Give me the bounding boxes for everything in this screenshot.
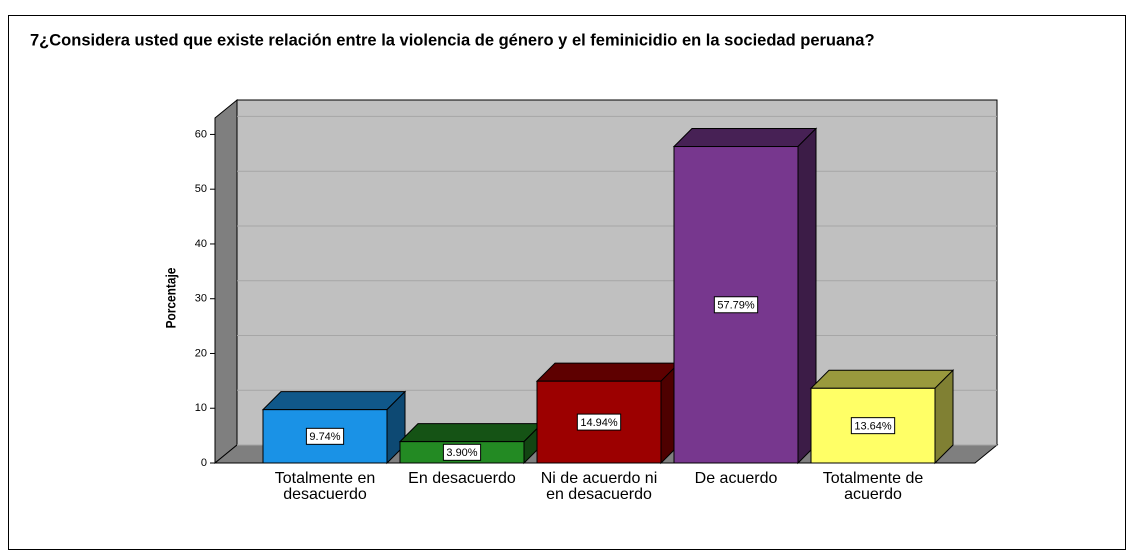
- y-tick-label: 50: [195, 183, 207, 195]
- bar-top: [535, 362, 681, 382]
- value-label-box: [576, 413, 622, 431]
- value-label: 14.94%: [580, 417, 618, 429]
- bar-top: [398, 423, 544, 443]
- chart-title: 7¿Considera usted que existe relación en…: [30, 31, 875, 49]
- value-label-box: [713, 296, 759, 314]
- value-label-box: [442, 443, 482, 461]
- y-tick-label: 10: [195, 402, 207, 414]
- value-label-box: [850, 417, 896, 435]
- bar-top: [672, 128, 818, 148]
- value-label: 13.64%: [854, 421, 892, 433]
- value-label: 3.90%: [446, 447, 477, 459]
- x-tick-label: De acuerdo: [694, 470, 778, 487]
- x-tick-label: Ni de acuerdo ni en desacuerdo: [540, 470, 658, 503]
- bar-top: [809, 369, 955, 389]
- x-tick-label: Totalmente de acuerdo: [822, 470, 924, 503]
- value-label: 9.74%: [309, 431, 340, 443]
- left-wall: [214, 98, 238, 465]
- y-tick-label: 20: [195, 347, 207, 359]
- y-tick-label: 40: [195, 238, 207, 250]
- x-tick-label: En desacuerdo: [408, 470, 516, 487]
- y-tick-label: 60: [195, 128, 207, 140]
- y-tick-label: 0: [201, 457, 207, 469]
- value-label-box: [305, 427, 345, 445]
- value-label: 57.79%: [717, 300, 755, 312]
- y-tick-label: 30: [195, 293, 207, 305]
- bar-top: [261, 391, 407, 411]
- x-tick-label: Totalmente en desacuerdo: [274, 470, 376, 503]
- y-axis-label: Porcentaje: [163, 268, 179, 329]
